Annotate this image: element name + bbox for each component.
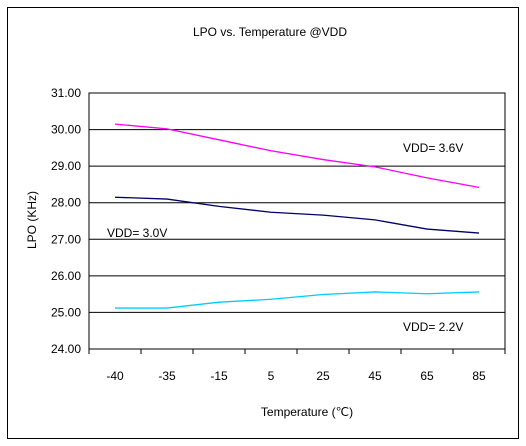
y-tick-label: 31.00: [51, 86, 81, 100]
y-axis-label: LPO (KHz): [25, 191, 39, 249]
x-tick-label: -35: [158, 369, 176, 383]
y-tick-label: 27.00: [51, 232, 81, 246]
series-label: VDD= 2.2V: [403, 320, 463, 334]
x-tick-label: 65: [420, 369, 434, 383]
series-line: [114, 123, 480, 188]
y-tick-label: 30.00: [51, 123, 81, 137]
y-tick-label: 29.00: [51, 159, 81, 173]
x-tick-label: 25: [316, 369, 330, 383]
series-line: [114, 196, 480, 234]
y-tick-label: 26.00: [51, 269, 81, 283]
x-tick-label: 45: [368, 369, 382, 383]
x-axis-label: Temperature (℃): [261, 405, 353, 419]
chart-frame: [7, 7, 519, 439]
chart-title: LPO vs. Temperature @VDD: [193, 25, 347, 39]
series-line: [115, 291, 480, 309]
series-label: VDD= 3.6V: [403, 141, 463, 155]
y-tick-label: 28.00: [51, 196, 81, 210]
x-tick-label: -40: [106, 369, 124, 383]
series-label: VDD= 3.0V: [107, 226, 167, 240]
x-tick-label: -15: [210, 369, 228, 383]
plot-area: [88, 92, 506, 350]
y-tick-label: 24.00: [51, 342, 81, 356]
y-tick-label: 25.00: [51, 305, 81, 319]
x-tick-label: 85: [472, 369, 486, 383]
x-tick-label: 5: [268, 369, 275, 383]
